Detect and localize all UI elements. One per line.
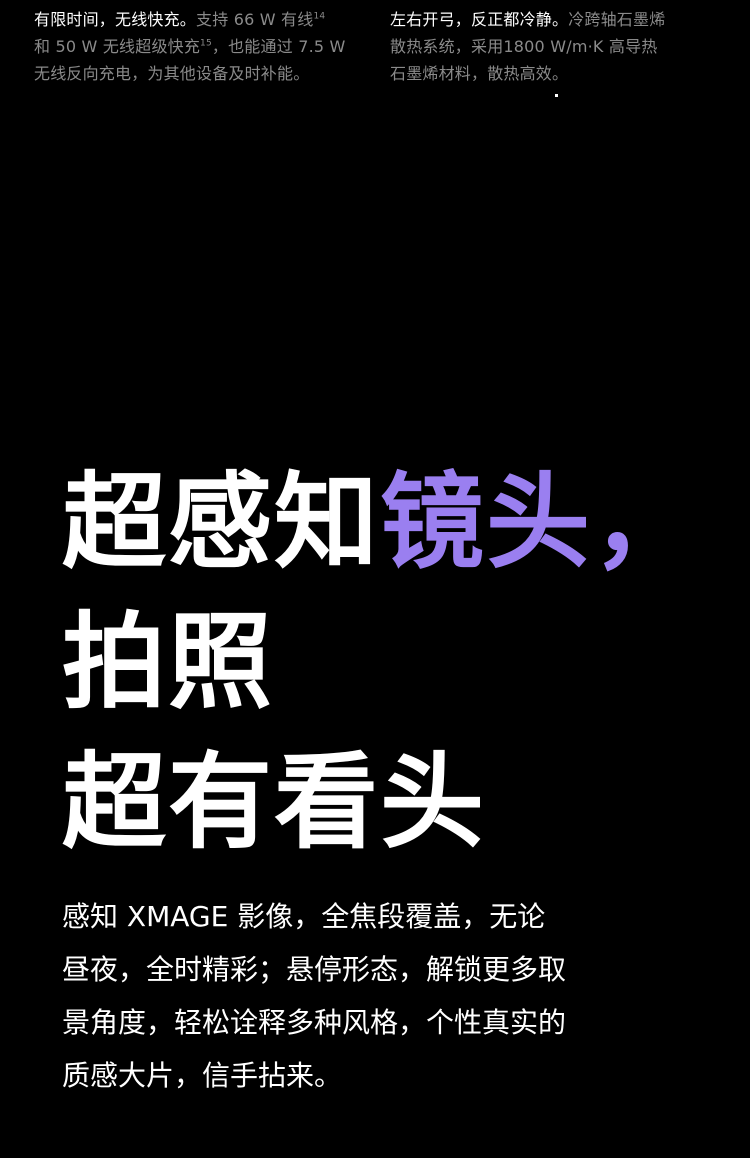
footnote-15: 15 [200,38,212,49]
headline-line-2: 拍照 [62,601,275,723]
headline-line-1: 超感知镜头， [62,461,699,583]
charging-highlight: 有限时间，无线快充。 [34,10,197,29]
footnote-14: 14 [313,11,326,22]
description-line-2: 昼夜，全时精彩；悬停形态，解锁更多取 [62,953,567,986]
headline-line-3: 超有看头 [62,741,487,863]
cooling-line-3: 石墨烯材料，散热高效。 [390,64,569,83]
decorative-dot [555,94,558,97]
charging-line-2: 和 50 W 无线超级快充15，也能通过 7.5 W [34,37,346,56]
cooling-line-1: 左右开弓，反正都冷静。冷跨轴石墨烯 [390,10,666,29]
charging-line-3: 无线反向充电，为其他设备及时补能。 [34,64,310,83]
description-line-1: 感知 XMAGE 影像，全焦段覆盖，无论 [62,900,546,933]
headline-accent: 镜头， [380,461,699,583]
description-line-3: 景角度，轻松诠释多种风格，个性真实的 [62,1006,567,1039]
cooling-highlight: 左右开弓，反正都冷静。 [390,10,569,29]
description-line-4: 质感大片，信手拈来。 [62,1059,343,1092]
charging-feature-text: 有限时间，无线快充。支持 66 W 有线14 和 50 W 无线超级快充15，也… [34,6,374,87]
camera-headline: 超感知镜头， 拍照 超有看头 [62,452,698,872]
cooling-line-2: 散热系统，采用1800 W/m·K 高导热 [390,37,658,56]
camera-description: 感知 XMAGE 影像，全焦段覆盖，无论 昼夜，全时精彩；悬停形态，解锁更多取 … [62,890,662,1102]
charging-line-1: 有限时间，无线快充。支持 66 W 有线14 [34,10,326,29]
cooling-feature-text: 左右开弓，反正都冷静。冷跨轴石墨烯 散热系统，采用1800 W/m·K 高导热 … [390,6,730,87]
